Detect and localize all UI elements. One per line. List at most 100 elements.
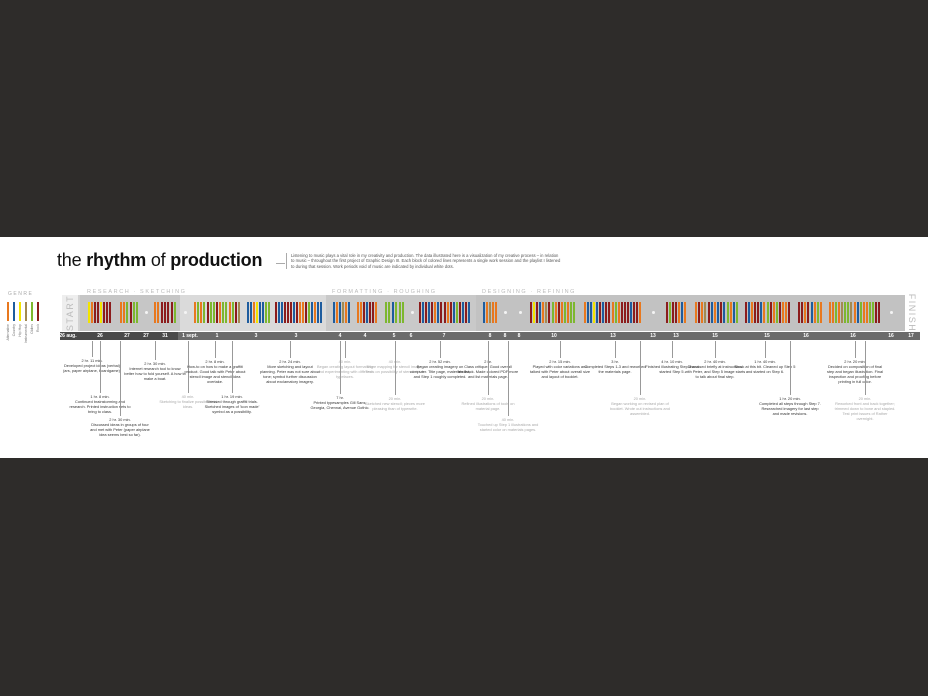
session-bar (284, 302, 286, 323)
session-bar (865, 302, 868, 323)
session-bar (754, 302, 757, 323)
session-bar (281, 302, 283, 323)
annotation-leader-line (340, 341, 341, 394)
description: Listening to music plays a vital role in… (286, 253, 561, 270)
annotation: 1 hr. 19 min. Stressed through graffiti t… (201, 394, 263, 415)
session-bar (798, 302, 800, 323)
session-bar (434, 302, 437, 323)
session-bar (701, 302, 704, 323)
session-bar (626, 302, 629, 323)
session-bar (695, 302, 697, 323)
session-bar (366, 302, 368, 323)
annotation: 40 min. Touched up Step 1 illustrations a… (477, 417, 539, 433)
session-bar (317, 302, 319, 323)
session-bar (536, 302, 539, 323)
annotation-text: Began creating layout formatting and exp… (316, 363, 373, 379)
session-bar (801, 302, 804, 323)
session-bar (495, 302, 497, 323)
session-bar (707, 302, 710, 323)
genre-label: Hip Hop (18, 324, 22, 337)
annotation-text: Completed all steps through Step 7. Rese… (759, 400, 821, 416)
annotation-text: Continued brainstorming and research. Pr… (69, 398, 131, 414)
session-bar (129, 302, 132, 323)
session-bar (593, 302, 596, 323)
annotation-time: 3 hr. (611, 359, 619, 364)
silent-session-dot (411, 311, 414, 314)
session-bar (449, 302, 452, 323)
session-bar (775, 302, 778, 323)
annotation-text: Played with color variations and talked … (529, 363, 591, 379)
session-bar (395, 302, 398, 323)
session-bar (345, 302, 347, 323)
session-bar (136, 302, 138, 323)
date-bar (60, 332, 920, 340)
session-bar (385, 302, 387, 323)
session-bar (94, 302, 96, 323)
annotation-text: Printed typesamples Gill Sans, Georgia, … (310, 399, 370, 410)
session-bar (228, 302, 231, 323)
session-bar (91, 302, 93, 323)
session-bar (639, 302, 641, 323)
session-bar (486, 302, 488, 323)
session-bar (363, 302, 365, 323)
annotation-time: 20 min. (388, 396, 402, 401)
session-bar (123, 302, 126, 323)
annotation: 20 min. Began working on revised plan of … (609, 396, 671, 417)
session-bar (726, 302, 729, 323)
silent-session-dot (145, 311, 148, 314)
date-label: 8 (517, 333, 521, 339)
date-bar-august (60, 332, 178, 340)
session-bar (545, 302, 548, 323)
annotation-leader-line (508, 341, 509, 416)
session-bar (853, 302, 856, 323)
description-rule (276, 263, 285, 264)
session-bar (296, 302, 298, 323)
date-label: 27 (124, 333, 130, 339)
session-bar (829, 302, 831, 323)
annotation: 40 min. Sketching to finalize possible fo… (157, 394, 219, 410)
session-bar (760, 302, 763, 323)
annotation-time: 4 hr. 10 min. (661, 359, 683, 364)
session-bar (106, 302, 108, 323)
session-bar (419, 302, 421, 323)
date-label: 26 (97, 333, 103, 339)
session-bar (164, 302, 166, 323)
annotation-leader-line (92, 341, 93, 357)
session-bar (772, 302, 775, 323)
session-bar (103, 302, 105, 323)
annotation-time: 20 min. (481, 396, 495, 401)
annotation-time: 1 hr. 8 min. (90, 394, 110, 399)
session-bar (723, 302, 726, 323)
infographic-panel: the rhythm of production Listening to mu… (0, 237, 928, 458)
annotation: 2 hr. 30 min. Internet research tool to k… (124, 361, 186, 382)
session-bar (443, 302, 446, 323)
annotation-leader-line (615, 341, 616, 358)
session-bar (813, 302, 816, 323)
session-bar (216, 302, 218, 323)
session-bar (608, 302, 611, 323)
annotation-text: Finished illustrating Step 4 and started… (645, 363, 699, 374)
annotation-leader-line (215, 341, 216, 358)
annotation-leader-line (232, 341, 233, 393)
session-bar (666, 302, 668, 323)
session-bar (167, 302, 170, 323)
annotation-time: 2 hr. 24 min. (279, 359, 301, 364)
session-bar (841, 302, 844, 323)
annotation: 20 min. Reworked front and back together;… (834, 396, 896, 422)
annotation-time: 2 hr. (484, 359, 492, 364)
genre-swatch (25, 302, 27, 321)
session-bar (573, 302, 575, 323)
session-bar (563, 302, 566, 323)
annotation-text: Completed Steps 1-3 and reworked the mat… (584, 363, 646, 374)
annotation-leader-line (345, 341, 346, 358)
session-bar (717, 302, 720, 323)
session-bar (878, 302, 880, 323)
session-bar (807, 302, 810, 323)
session-bar (375, 302, 377, 323)
date-label: 31 (162, 333, 168, 339)
date-label: 3 (254, 333, 258, 339)
silent-session-dot (184, 311, 187, 314)
session-bar (850, 302, 853, 323)
date-label: 26 aug. (59, 333, 77, 339)
date-label: 27 (143, 333, 149, 339)
